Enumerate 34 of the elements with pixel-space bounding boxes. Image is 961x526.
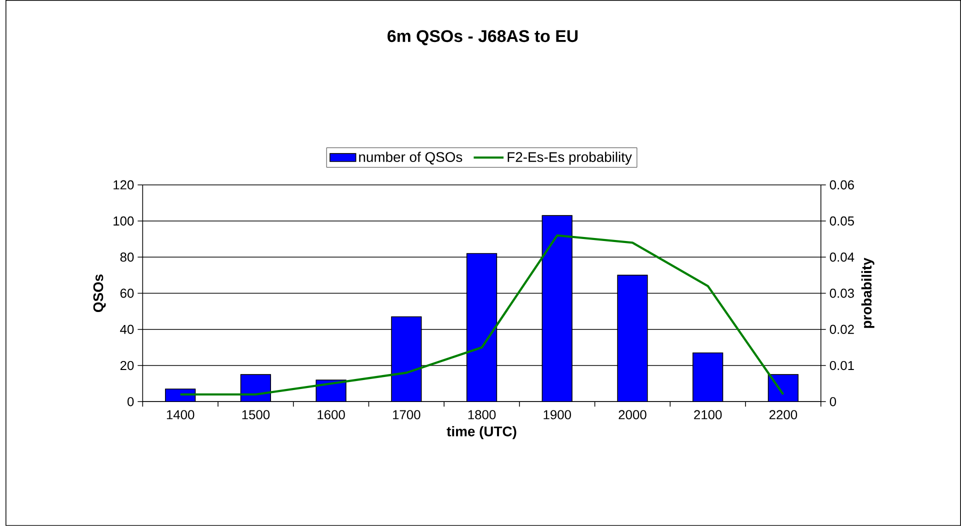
y2-tick-label: 0.03 bbox=[830, 288, 854, 298]
chart-title: 6m QSOs - J68AS to EU bbox=[388, 30, 578, 46]
y2-tick-label: 0.06 bbox=[830, 180, 854, 190]
x-tick-label: 1500 bbox=[242, 410, 270, 420]
y2-tick-label: 0.02 bbox=[830, 324, 854, 334]
y-tick-label: 20 bbox=[120, 361, 134, 370]
y2-tick-label: 0 bbox=[830, 397, 836, 406]
x-tick-label: 2000 bbox=[618, 410, 646, 420]
bar bbox=[240, 374, 272, 402]
y2-axis-title: probability bbox=[861, 258, 874, 328]
y2-tick-label: 0.01 bbox=[830, 361, 854, 370]
y-tick-label: 80 bbox=[120, 252, 134, 262]
x-axis-title: time (UTC) bbox=[446, 426, 516, 440]
line-series bbox=[179, 234, 784, 396]
y-tick-label: 60 bbox=[120, 288, 134, 298]
bar bbox=[165, 388, 196, 402]
y-axis-title: QSOs bbox=[93, 274, 106, 312]
y-tick-label: 0 bbox=[127, 397, 134, 406]
y-tick-label: 40 bbox=[120, 324, 134, 334]
x-tick-label: 1700 bbox=[393, 410, 420, 420]
x-tick-label: 2200 bbox=[769, 410, 798, 420]
bar bbox=[768, 374, 799, 402]
bar bbox=[316, 380, 346, 402]
legend-label: F2-Es-Es probability bbox=[508, 152, 632, 165]
legend-label: number of QSOs bbox=[359, 152, 462, 165]
x-tick-label: 1400 bbox=[166, 410, 194, 420]
x-tick-label: 2100 bbox=[694, 410, 722, 420]
x-tick-label: 1800 bbox=[468, 410, 496, 420]
y-tick-label: 120 bbox=[114, 180, 134, 190]
y2-tick-label: 0.05 bbox=[830, 216, 854, 226]
y2-tick-label: 0.04 bbox=[830, 252, 854, 262]
x-tick-label: 1600 bbox=[318, 410, 345, 420]
y-tick-label: 100 bbox=[114, 216, 134, 226]
x-tick-label: 1900 bbox=[544, 410, 571, 420]
